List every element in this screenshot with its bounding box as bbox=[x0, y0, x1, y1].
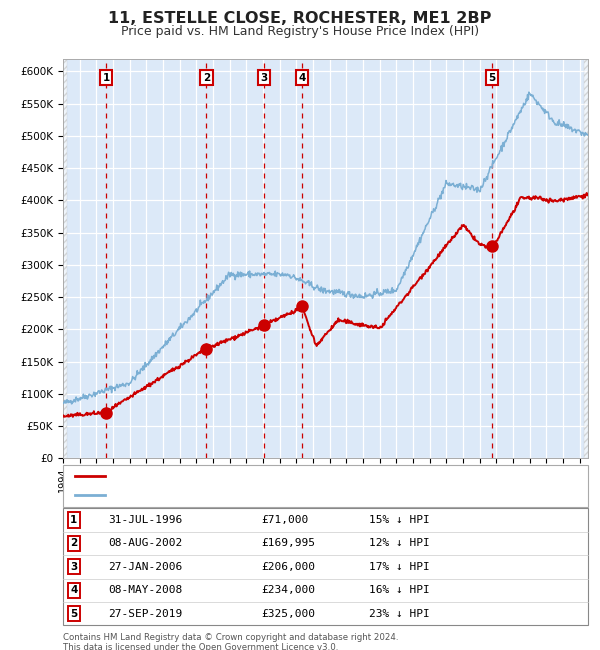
Text: Contains HM Land Registry data © Crown copyright and database right 2024.: Contains HM Land Registry data © Crown c… bbox=[63, 632, 398, 642]
Text: 5: 5 bbox=[70, 608, 77, 619]
Text: £169,995: £169,995 bbox=[261, 538, 315, 549]
Text: 16% ↓ HPI: 16% ↓ HPI bbox=[369, 585, 430, 595]
Text: 4: 4 bbox=[70, 585, 77, 595]
Text: 08-AUG-2002: 08-AUG-2002 bbox=[108, 538, 182, 549]
Text: 27-SEP-2019: 27-SEP-2019 bbox=[108, 608, 182, 619]
Text: This data is licensed under the Open Government Licence v3.0.: This data is licensed under the Open Gov… bbox=[63, 643, 338, 650]
Text: 11, ESTELLE CLOSE, ROCHESTER, ME1 2BP: 11, ESTELLE CLOSE, ROCHESTER, ME1 2BP bbox=[109, 10, 491, 26]
Text: £234,000: £234,000 bbox=[261, 585, 315, 595]
Text: 12% ↓ HPI: 12% ↓ HPI bbox=[369, 538, 430, 549]
Text: 1: 1 bbox=[103, 73, 110, 83]
Text: £325,000: £325,000 bbox=[261, 608, 315, 619]
Text: £71,000: £71,000 bbox=[261, 515, 308, 525]
Text: 5: 5 bbox=[488, 73, 496, 83]
Text: 1: 1 bbox=[70, 515, 77, 525]
Text: 23% ↓ HPI: 23% ↓ HPI bbox=[369, 608, 430, 619]
Text: £206,000: £206,000 bbox=[261, 562, 315, 572]
Text: 2: 2 bbox=[70, 538, 77, 549]
Text: 08-MAY-2008: 08-MAY-2008 bbox=[108, 585, 182, 595]
Text: 27-JAN-2006: 27-JAN-2006 bbox=[108, 562, 182, 572]
Text: Price paid vs. HM Land Registry's House Price Index (HPI): Price paid vs. HM Land Registry's House … bbox=[121, 25, 479, 38]
Text: 2: 2 bbox=[203, 73, 210, 83]
Text: 3: 3 bbox=[260, 73, 268, 83]
Text: 4: 4 bbox=[298, 73, 306, 83]
Text: 3: 3 bbox=[70, 562, 77, 572]
Text: 31-JUL-1996: 31-JUL-1996 bbox=[108, 515, 182, 525]
Text: 11, ESTELLE CLOSE, ROCHESTER, ME1 2BP (detached house): 11, ESTELLE CLOSE, ROCHESTER, ME1 2BP (d… bbox=[109, 471, 444, 481]
Text: 15% ↓ HPI: 15% ↓ HPI bbox=[369, 515, 430, 525]
Text: 17% ↓ HPI: 17% ↓ HPI bbox=[369, 562, 430, 572]
Text: HPI: Average price, detached house, Medway: HPI: Average price, detached house, Medw… bbox=[109, 490, 357, 501]
